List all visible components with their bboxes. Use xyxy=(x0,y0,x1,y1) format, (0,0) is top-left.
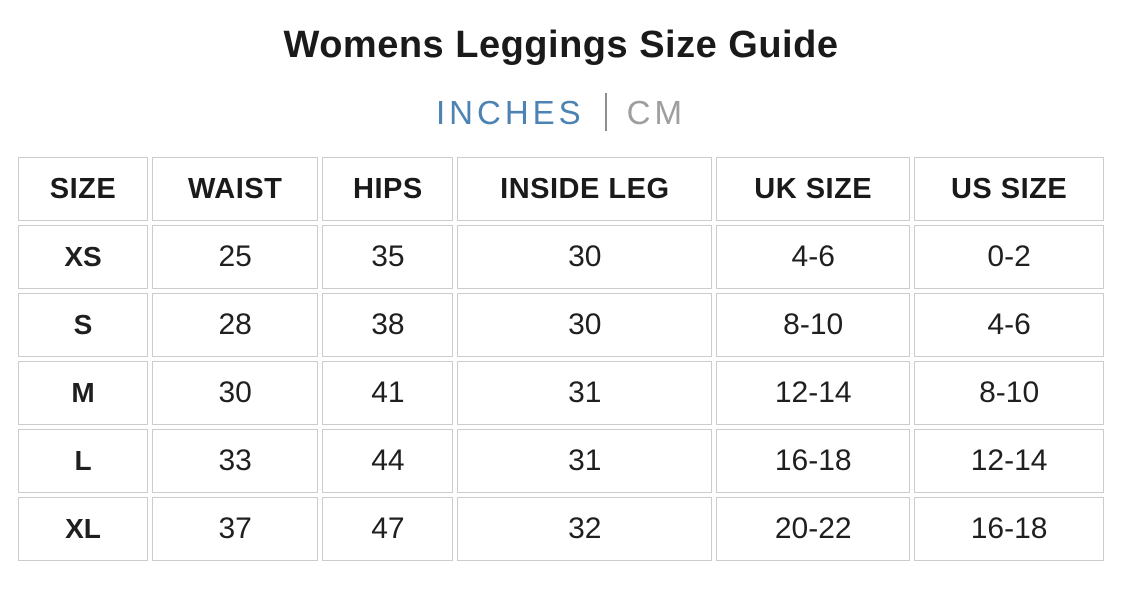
header-row: SIZE WAIST HIPS INSIDE LEG UK SIZE US SI… xyxy=(18,157,1104,221)
table-row-m: M 30 41 31 12-14 8-10 xyxy=(18,361,1104,425)
cell-us-size: 8-10 xyxy=(914,361,1104,425)
cell-hips: 35 xyxy=(322,225,454,289)
cell-inside-leg: 31 xyxy=(457,361,713,425)
cell-hips: 47 xyxy=(322,497,454,561)
column-header-size: SIZE xyxy=(18,157,149,221)
cell-hips: 41 xyxy=(322,361,454,425)
cell-size: XS xyxy=(18,225,149,289)
cell-hips: 44 xyxy=(322,429,454,493)
cell-us-size: 4-6 xyxy=(914,293,1104,357)
table-row-s: S 28 38 30 8-10 4-6 xyxy=(18,293,1104,357)
cell-us-size: 16-18 xyxy=(914,497,1104,561)
cell-inside-leg: 32 xyxy=(457,497,713,561)
unit-toggle: INCHES CM xyxy=(0,93,1122,131)
cell-us-size: 0-2 xyxy=(914,225,1104,289)
unit-option-inches[interactable]: INCHES xyxy=(435,93,585,131)
cell-uk-size: 20-22 xyxy=(716,497,911,561)
cell-inside-leg: 30 xyxy=(457,293,713,357)
column-header-waist: WAIST xyxy=(152,157,319,221)
cell-inside-leg: 31 xyxy=(457,429,713,493)
cell-inside-leg: 30 xyxy=(457,225,713,289)
cell-waist: 25 xyxy=(152,225,319,289)
column-header-inside-leg: INSIDE LEG xyxy=(457,157,713,221)
cell-size: L xyxy=(18,429,149,493)
cell-waist: 37 xyxy=(152,497,319,561)
cell-size: M xyxy=(18,361,149,425)
cell-uk-size: 12-14 xyxy=(716,361,911,425)
column-header-us-size: US SIZE xyxy=(914,157,1104,221)
column-header-hips: HIPS xyxy=(322,157,454,221)
cell-size: XL xyxy=(18,497,149,561)
unit-separator xyxy=(604,93,607,131)
cell-uk-size: 4-6 xyxy=(716,225,911,289)
cell-size: S xyxy=(18,293,149,357)
cell-waist: 28 xyxy=(152,293,319,357)
table-row-xs: XS 25 35 30 4-6 0-2 xyxy=(18,225,1104,289)
cell-uk-size: 16-18 xyxy=(716,429,911,493)
table-row-xl: XL 37 47 32 20-22 16-18 xyxy=(18,497,1104,561)
cell-uk-size: 8-10 xyxy=(716,293,911,357)
cell-us-size: 12-14 xyxy=(914,429,1104,493)
cell-waist: 33 xyxy=(152,429,319,493)
cell-hips: 38 xyxy=(322,293,454,357)
column-header-uk-size: UK SIZE xyxy=(716,157,911,221)
cell-waist: 30 xyxy=(152,361,319,425)
table-row-l: L 33 44 31 16-18 12-14 xyxy=(18,429,1104,493)
unit-option-cm[interactable]: CM xyxy=(626,93,686,131)
size-table: SIZE WAIST HIPS INSIDE LEG UK SIZE US SI… xyxy=(14,153,1108,565)
page-title: Womens Leggings Size Guide xyxy=(283,24,839,66)
